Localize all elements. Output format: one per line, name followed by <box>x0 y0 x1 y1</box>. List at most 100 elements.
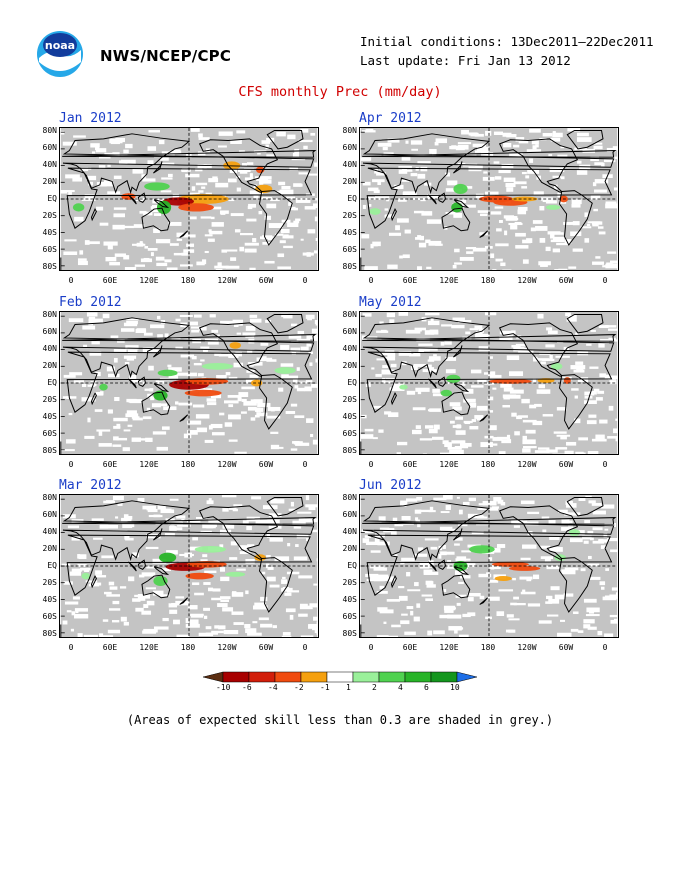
lat-label: 40N <box>42 344 57 354</box>
lon-label: 0 <box>368 276 374 285</box>
lon-label: 120W <box>217 643 237 652</box>
lon-label: 120W <box>517 276 537 285</box>
map-jun <box>359 494 619 638</box>
lon-label: 120W <box>517 460 537 469</box>
colorbar-cell <box>430 671 458 683</box>
lat-label: 80S <box>342 445 357 455</box>
lon-label: 60E <box>102 643 118 652</box>
panel-title-jun: Jun 2012 <box>359 478 422 493</box>
skill-areas <box>361 128 618 270</box>
panel-title-apr: Apr 2012 <box>359 111 422 126</box>
coastlines <box>60 313 317 454</box>
lon-label: 180 <box>480 460 496 469</box>
lon-label: 60W <box>258 460 274 469</box>
lon-label: 60W <box>258 643 274 652</box>
lat-label: 80S <box>42 628 57 638</box>
colorbar-label: 4 <box>398 683 403 692</box>
lon-label: 0 <box>68 643 74 652</box>
lat-label: 40S <box>342 411 357 421</box>
lon-label: 0 <box>302 460 308 469</box>
colorbar-cell <box>352 671 380 683</box>
lat-label: 20N <box>342 177 357 187</box>
lat-label: 40S <box>42 227 57 237</box>
colorbar-cell <box>326 671 354 683</box>
initial-conditions: Initial conditions: 13Dec2011–22Dec2011 <box>360 34 654 49</box>
lat-label: 60N <box>342 143 357 153</box>
panel-title-may: May 2012 <box>359 295 422 310</box>
colorbar-label: -6 <box>242 683 252 692</box>
lon-label: 120E <box>439 276 459 285</box>
lon-label: 120E <box>439 460 459 469</box>
svg-text:noaa: noaa <box>45 39 75 52</box>
lat-label: 60S <box>342 611 357 621</box>
lon-label: 60W <box>558 276 574 285</box>
lat-label: 60N <box>342 510 357 520</box>
lon-label: 180 <box>180 643 196 652</box>
panel-title-mar: Mar 2012 <box>59 478 122 493</box>
lat-label: 80N <box>42 126 57 136</box>
lon-label: 60E <box>402 276 418 285</box>
lat-label: EQ <box>347 378 357 387</box>
lat-label: 80N <box>42 493 57 503</box>
coastlines <box>360 129 617 270</box>
lon-label: 60E <box>402 643 418 652</box>
lon-label: 120E <box>139 643 159 652</box>
lon-label: 60E <box>102 276 118 285</box>
lat-label: 80N <box>342 126 357 136</box>
colorbar-cell <box>274 671 302 683</box>
colorbar-high-arrow <box>456 671 477 683</box>
colorbar-label: 2 <box>372 683 377 692</box>
lat-label: 20N <box>42 361 57 371</box>
lon-label: 180 <box>480 276 496 285</box>
colorbar-cell <box>378 671 406 683</box>
lat-label: 60S <box>342 428 357 438</box>
lat-label: 20S <box>42 210 57 220</box>
lat-label: 20S <box>42 577 57 587</box>
lon-label: 180 <box>180 460 196 469</box>
lat-label: 40N <box>42 527 57 537</box>
lat-label: EQ <box>47 378 57 387</box>
map-jan <box>59 127 319 271</box>
lon-label: 120E <box>139 276 159 285</box>
lon-label: 120E <box>439 643 459 652</box>
lon-label: 60W <box>558 643 574 652</box>
lat-label: 80S <box>342 628 357 638</box>
lat-label: 60N <box>342 327 357 337</box>
lat-label: 20S <box>42 394 57 404</box>
lat-label: 40N <box>342 160 357 170</box>
coastlines <box>360 496 617 637</box>
lat-label: 60N <box>42 327 57 337</box>
lat-label: 20N <box>342 361 357 371</box>
lon-label: 60W <box>558 460 574 469</box>
lon-label: 0 <box>68 276 74 285</box>
last-update: Last update: Fri Jan 13 2012 <box>360 53 571 68</box>
lat-label: 40S <box>342 227 357 237</box>
lat-label: EQ <box>347 194 357 203</box>
lon-label: 60W <box>258 276 274 285</box>
colorbar-label: -2 <box>294 683 304 692</box>
skill-areas <box>361 495 618 637</box>
colorbar <box>203 671 477 683</box>
lat-label: 20S <box>342 577 357 587</box>
lon-label: 60E <box>102 460 118 469</box>
lat-label: 60S <box>42 611 57 621</box>
lon-label: 180 <box>480 643 496 652</box>
lon-label: 0 <box>302 276 308 285</box>
page-title: CFS monthly Prec (mm/day) <box>238 84 442 100</box>
lat-label: 60S <box>42 428 57 438</box>
lat-label: 20S <box>342 394 357 404</box>
map-mar <box>59 494 319 638</box>
lat-label: 20N <box>42 177 57 187</box>
map-may <box>359 311 619 455</box>
lon-label: 180 <box>180 276 196 285</box>
colorbar-cell <box>248 671 276 683</box>
colorbar-label: -1 <box>320 683 330 692</box>
lon-label: 0 <box>602 460 608 469</box>
lon-label: 0 <box>602 276 608 285</box>
colorbar-cell <box>404 671 432 683</box>
lon-label: 60E <box>402 460 418 469</box>
coastlines <box>60 129 317 270</box>
noaa-logo: noaa <box>37 31 83 77</box>
colorbar-cell <box>222 671 250 683</box>
lat-label: 40S <box>342 594 357 604</box>
